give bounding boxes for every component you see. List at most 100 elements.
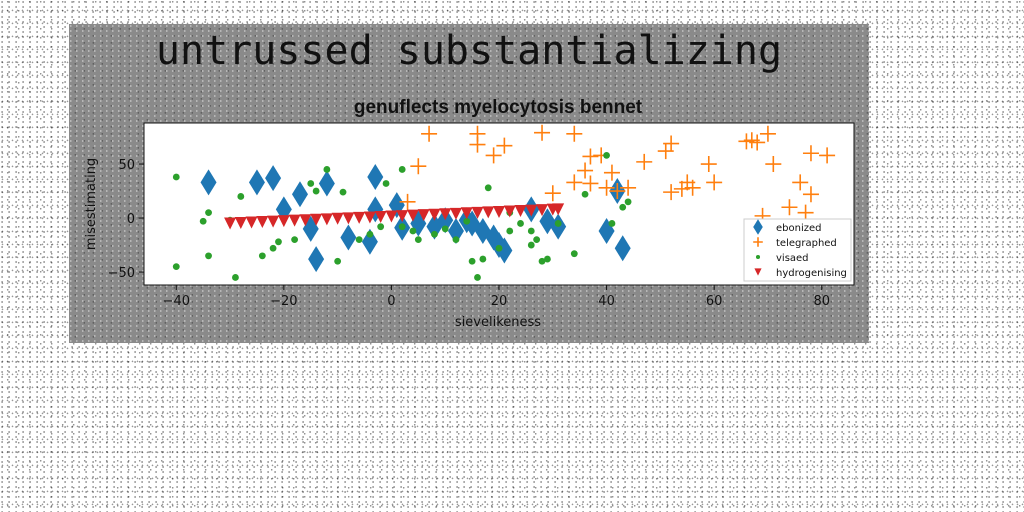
hydrogenising-point: [234, 217, 247, 230]
visaed-point: [334, 257, 342, 265]
visaed-point: [258, 252, 266, 260]
figure-panel: untrussed substantializing genuflects my…: [69, 24, 869, 343]
hydrogenising-point: [374, 210, 387, 223]
y-tick-label: 50: [118, 158, 135, 173]
x-axis: −40 −20 0 20 40 60 80: [163, 285, 830, 309]
telegraphed-point: [749, 134, 766, 151]
telegraphed-point: [469, 136, 486, 153]
x-tick-label: 0: [387, 294, 395, 309]
visaed-point: [570, 250, 578, 258]
visaed-point: [377, 223, 385, 231]
hydrogenising-point: [342, 212, 355, 225]
ebonized-point: [291, 181, 308, 208]
visaed-point: [323, 166, 331, 173]
y-tick-label: −50: [108, 266, 135, 281]
telegraphed-point: [765, 156, 782, 173]
hydrogenising-point: [396, 210, 409, 223]
hydrogenising-point: [514, 205, 527, 218]
ebonized-point: [614, 235, 631, 262]
visaed-point: [382, 180, 390, 187]
y-axis-label: misestimating: [84, 158, 99, 250]
hydrogenising-point: [493, 205, 505, 218]
visaed-point: [554, 220, 562, 227]
ebonized-point: [367, 164, 384, 190]
y-axis: −50 0 50: [108, 158, 144, 281]
data-marks: [172, 124, 836, 281]
x-tick-label: 40: [598, 294, 615, 309]
legend-telegraphed-marker: [753, 237, 763, 247]
telegraphed-point: [792, 174, 809, 191]
visaed-point: [307, 180, 315, 187]
x-tick-label: −40: [163, 294, 190, 309]
visaed-point: [237, 193, 245, 200]
hydrogenising-point: [320, 213, 333, 226]
visaed-point: [172, 173, 180, 181]
telegraphed-point: [566, 174, 583, 191]
visaed-point: [581, 190, 589, 198]
visaed-point: [538, 257, 546, 265]
visaed-point: [366, 230, 374, 238]
ebonized-point: [265, 165, 282, 192]
hydrogenising-point: [267, 215, 280, 228]
telegraphed-point: [684, 179, 701, 196]
visaed-point: [414, 236, 422, 244]
telegraphed-point: [819, 147, 836, 164]
telegraphed-point: [421, 125, 438, 142]
hydrogenising-point: [482, 206, 495, 219]
hydrogenising-point: [385, 210, 398, 223]
telegraphed-point: [582, 148, 599, 165]
telegraphed-point: [706, 174, 723, 191]
telegraphed-point: [802, 186, 819, 203]
legend-item-ebonized: ebonized: [753, 219, 821, 235]
hydrogenising-point: [245, 216, 258, 229]
ebonized-point: [200, 169, 217, 196]
visaed-point: [603, 152, 610, 159]
hydrogenising-point: [428, 208, 441, 221]
hydrogenising-point: [525, 204, 538, 217]
ebonized-point: [496, 237, 513, 264]
telegraphed-point: [620, 179, 637, 196]
visaed-point: [544, 255, 551, 263]
hydrogenising-point: [277, 215, 290, 228]
legend-telegraphed-label: telegraphed: [776, 238, 837, 249]
visaed-point: [484, 184, 492, 192]
legend-hydrogenising-label: hydrogenising: [776, 268, 847, 279]
visaed-point: [205, 252, 212, 260]
hydrogenising-point: [417, 209, 430, 222]
legend-box: [743, 218, 852, 282]
ebonized-point: [308, 246, 325, 273]
hydrogenising-point: [256, 216, 269, 229]
chart-title: genuflects myelocytosis bennet: [354, 97, 643, 118]
telegraphed-point: [797, 204, 814, 221]
figure-title: untrussed substantializing: [156, 28, 782, 74]
visaed-point: [398, 223, 406, 231]
hydrogenising-point: [449, 207, 462, 220]
visaed-point: [339, 188, 347, 196]
telegraphed-point: [534, 124, 551, 141]
telegraphed-point: [582, 175, 599, 192]
x-tick-label: 80: [813, 294, 830, 309]
telegraphed-point: [566, 125, 583, 142]
hydrogenising-point: [299, 214, 312, 227]
telegraphed-point: [609, 183, 626, 200]
hydrogenising-point: [288, 214, 301, 227]
series-telegraphed: [399, 124, 836, 224]
ebonized-point: [248, 169, 265, 196]
ebonized-point: [447, 218, 464, 244]
telegraphed-point: [577, 162, 594, 179]
visaed-point: [172, 263, 180, 271]
visaed-point: [232, 274, 239, 281]
x-tick-label: 20: [491, 294, 508, 309]
visaed-point: [527, 227, 535, 235]
legend-ebonized-label: ebonized: [776, 223, 821, 234]
visaed-point: [506, 227, 514, 235]
visaed-point: [269, 244, 277, 252]
telegraphed-point: [598, 179, 615, 196]
telegraphed-point: [663, 135, 680, 152]
legend-ebonized-marker: [753, 219, 763, 235]
telegraphed-point: [603, 164, 620, 181]
hydrogenising-point: [503, 205, 516, 218]
hydrogenising-point: [353, 211, 366, 224]
telegraphed-point: [485, 147, 502, 164]
x-tick-label: 60: [706, 294, 723, 309]
